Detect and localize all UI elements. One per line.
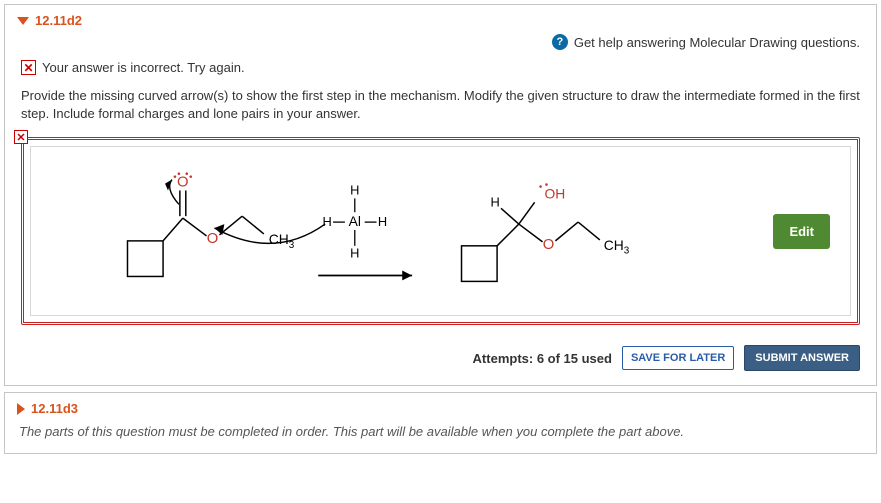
question-id-2: 12.11d3 <box>31 401 78 416</box>
reaction-arrow <box>318 271 412 281</box>
question-prompt: Provide the missing curved arrow(s) to s… <box>5 83 876 137</box>
reagent-alh4: Al H H H H <box>322 183 387 261</box>
question-panel-2: 12.11d3 The parts of this question must … <box>4 392 877 454</box>
save-for-later-button[interactable]: SAVE FOR LATER <box>622 346 734 370</box>
svg-text:CH3: CH3 <box>604 237 630 257</box>
drawing-incorrect-icon: ✕ <box>14 130 28 144</box>
chevron-right-icon <box>17 403 25 415</box>
help-link[interactable]: Get help answering Molecular Drawing que… <box>574 35 860 50</box>
incorrect-icon: ✕ <box>21 60 36 75</box>
svg-text:H: H <box>378 214 387 229</box>
edit-button[interactable]: Edit <box>773 214 830 249</box>
oxygen-label: O <box>177 175 189 191</box>
svg-text:H: H <box>490 195 499 210</box>
footer-row: Attempts: 6 of 15 used SAVE FOR LATER SU… <box>5 335 876 385</box>
question-panel-1: 12.11d2 ? Get help answering Molecular D… <box>4 4 877 386</box>
help-icon[interactable]: ? <box>552 34 568 50</box>
svg-text:O: O <box>543 237 555 253</box>
feedback-text: Your answer is incorrect. Try again. <box>42 60 245 75</box>
panel-header[interactable]: 12.11d2 <box>5 5 876 32</box>
question-id: 12.11d2 <box>35 13 82 28</box>
right-molecule: H OH O CH3 <box>462 184 630 282</box>
al-label: Al <box>349 213 361 229</box>
molecular-drawing-svg: O O CH3 <box>31 147 773 315</box>
feedback-row: ✕ Your answer is incorrect. Try again. <box>5 56 876 83</box>
drawing-area: ✕ O <box>21 137 860 325</box>
attempts-label: Attempts: 6 of 15 used <box>473 351 612 366</box>
ester-oxygen-label: O <box>207 231 219 247</box>
chevron-down-icon <box>17 17 29 25</box>
submit-answer-button[interactable]: SUBMIT ANSWER <box>744 345 860 371</box>
left-molecule: O O CH3 <box>127 173 325 277</box>
svg-text:H: H <box>350 246 359 261</box>
drawing-border: O O CH3 <box>21 137 860 325</box>
drawing-inner: O O CH3 <box>30 146 851 316</box>
svg-text:H: H <box>350 183 359 198</box>
help-row: ? Get help answering Molecular Drawing q… <box>5 32 876 56</box>
panel-header-2[interactable]: 12.11d3 <box>5 393 876 420</box>
locked-message: The parts of this question must be compl… <box>5 420 876 453</box>
svg-text:H: H <box>322 214 331 229</box>
oh-label: OH <box>545 186 566 202</box>
